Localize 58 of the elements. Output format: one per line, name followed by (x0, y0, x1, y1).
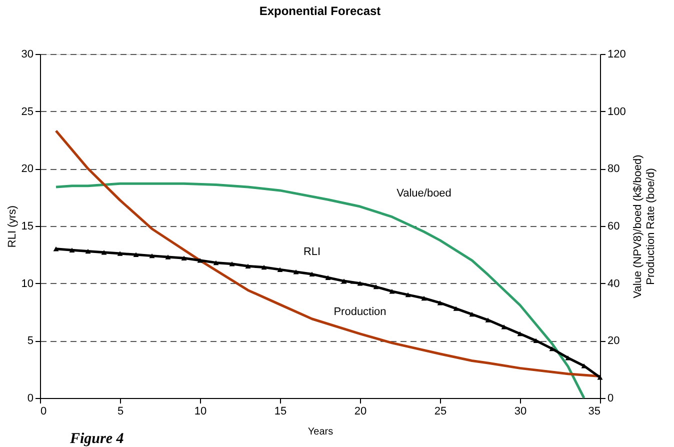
point (149, 253, 155, 258)
point (133, 252, 139, 258)
point (485, 318, 491, 322)
y2-tick-label: 0 (608, 392, 614, 404)
point (197, 258, 203, 263)
x-tick-label: 10 (194, 406, 207, 418)
y-tick-label: 15 (21, 220, 34, 232)
y2-tick-label: 60 (608, 220, 620, 232)
chart-title: Exponential Forecast (259, 4, 381, 18)
point (325, 275, 331, 280)
x-tick-label: 5 (117, 406, 124, 418)
y2-tick-label: 120 (608, 48, 626, 60)
series-label: Production (334, 306, 386, 318)
y-tick-label: 5 (27, 335, 34, 348)
caption: Figure 4 (69, 431, 124, 447)
series-label: RLI (303, 246, 321, 258)
x-tick-label: 20 (354, 406, 367, 418)
point (165, 254, 171, 260)
point (85, 248, 91, 254)
point (117, 251, 123, 256)
y2-tick-label: 80 (608, 163, 620, 176)
x-tick-label: 15 (274, 406, 287, 418)
point (405, 292, 411, 298)
point (309, 272, 315, 277)
x-axis-title: Years (308, 426, 334, 438)
y-tick-label: 25 (21, 106, 34, 118)
point (53, 246, 59, 252)
point (549, 346, 555, 352)
y2-axis-title: Value (NPV8)/boed (k$/boed) Production Rate (boe/d) (632, 154, 657, 298)
x-tick-label: 35 (588, 406, 600, 418)
point (469, 312, 475, 317)
point (517, 331, 523, 336)
point (69, 248, 75, 252)
point (357, 280, 363, 286)
point (421, 296, 427, 301)
x-tick-label: 30 (514, 406, 527, 418)
y2-tick-label: 100 (608, 106, 626, 118)
y-tick-label: 10 (21, 278, 34, 290)
y-tick-label: 0 (27, 392, 34, 404)
point (373, 284, 379, 290)
y-tick-label: 20 (21, 163, 34, 176)
point (501, 324, 507, 330)
y-axis-title: RLI (yrs) (6, 205, 18, 248)
y-tick-label: 30 (21, 48, 34, 60)
point (341, 278, 347, 284)
point (213, 260, 219, 266)
x-tick-label: 25 (434, 406, 447, 418)
point (277, 267, 283, 272)
x-tick-label: 0 (40, 406, 47, 418)
y2-tick-label: 20 (608, 335, 620, 348)
point (437, 300, 443, 306)
point (181, 256, 187, 260)
point (245, 264, 251, 269)
point (453, 306, 459, 311)
series-label: Value/boed (396, 188, 452, 200)
y2-tick-label: 40 (608, 278, 620, 290)
point (261, 264, 267, 270)
line-series (54, 182, 586, 400)
